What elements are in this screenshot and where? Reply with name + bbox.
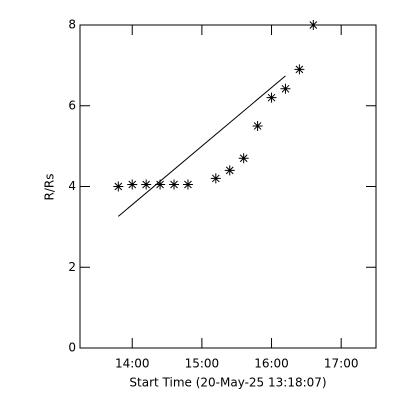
y-tick-label: 2: [68, 260, 76, 274]
x-axis-label: Start Time (20-May-25 13:18:07): [129, 376, 326, 390]
y-tick-label: 0: [68, 341, 76, 355]
data-point: [169, 179, 180, 190]
data-point: [155, 179, 166, 190]
data-point: [238, 153, 249, 164]
data-point: [308, 20, 319, 30]
x-tick-label: 14:00: [115, 357, 150, 371]
data-point: [210, 173, 221, 184]
data-point: [224, 165, 235, 176]
data-point: [266, 92, 277, 103]
y-axis-label: R/Rs: [43, 174, 57, 201]
data-point: [127, 179, 138, 190]
y-tick-label: 4: [68, 179, 76, 193]
y-tick-label: 6: [68, 98, 76, 112]
x-tick-label: 17:00: [324, 357, 359, 371]
x-tick-label: 15:00: [185, 357, 220, 371]
data-point: [141, 179, 152, 190]
data-point: [252, 120, 263, 131]
data-point: [294, 64, 305, 75]
data-point: [280, 83, 291, 94]
data-point: [182, 179, 193, 190]
y-tick-label: 8: [68, 18, 76, 32]
data-point: [113, 181, 124, 192]
fit-line: [117, 75, 286, 217]
x-tick-label: 16:00: [254, 357, 289, 371]
